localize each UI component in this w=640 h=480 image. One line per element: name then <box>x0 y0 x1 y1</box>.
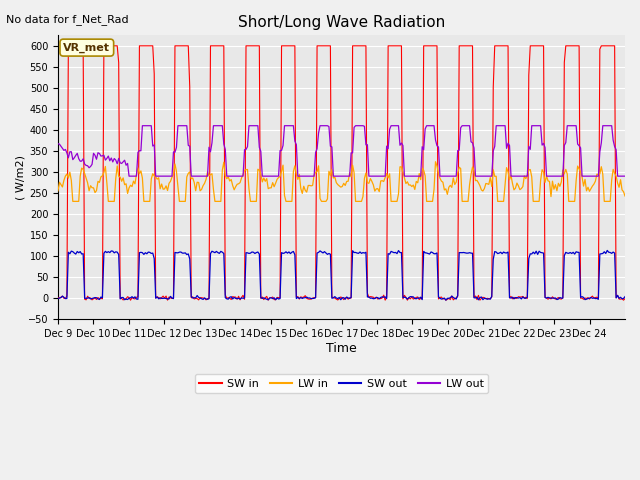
Text: No data for f_Net_Rad: No data for f_Net_Rad <box>6 14 129 25</box>
Title: Short/Long Wave Radiation: Short/Long Wave Radiation <box>238 15 445 30</box>
X-axis label: Time: Time <box>326 342 357 355</box>
Y-axis label: ( W/m2): ( W/m2) <box>15 155 25 200</box>
Text: VR_met: VR_met <box>63 42 110 53</box>
Legend: SW in, LW in, SW out, LW out: SW in, LW in, SW out, LW out <box>195 374 488 393</box>
